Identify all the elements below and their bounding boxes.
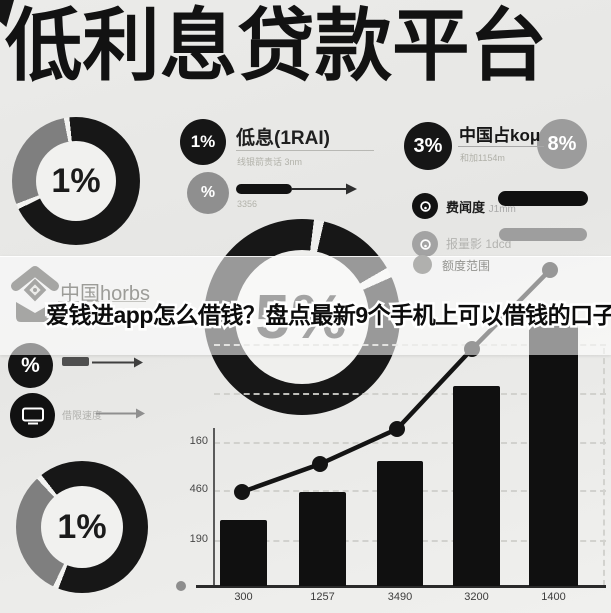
bar [377,461,423,586]
house-icon [10,264,60,322]
y-tick-label: 190 [189,533,208,545]
progress-pill [236,184,292,194]
speed-label: 借限速度 [62,411,102,422]
x-tick-label: 3200 [464,591,489,603]
divider [458,146,544,147]
home-section-label: 中国horbs [60,283,151,305]
axis-origin-dot [176,581,186,591]
x-tick-label: 3490 [387,591,413,603]
progress-pill-dark [498,191,588,206]
progress-pill-gray [499,228,587,241]
bar [220,520,267,586]
monitor-icon [10,393,55,438]
rate-sublabel: 线银箭贵话 3nm [237,157,303,167]
metric-label: 报量影 1dcd [446,237,512,251]
y-tick-label: 160 [189,435,208,447]
metric-label-light: J1mm [488,204,516,215]
x-tick-label: 1257 [310,591,335,603]
rate-badge: 1% [180,119,226,165]
clock-icon [412,193,438,219]
y-tick-label: 460 [189,483,208,495]
mini-progress-pill [62,357,89,366]
x-tick-label: 300 [234,591,253,603]
black-percent-badge: 3% [404,122,452,170]
gray-percent-badge: 8% [537,119,587,169]
arrow-right-icon [292,183,357,195]
percent-sublabel: 3356 [237,199,258,209]
gridline-vertical [603,348,605,586]
divider [58,301,146,302]
bar [529,322,578,586]
donut-chart-bottom-left: 1% [16,461,148,593]
donut-chart-top-left: 1% [12,117,140,245]
overlay-band [0,256,611,355]
rate-label: 低息(1RAI) [236,128,330,149]
right-section-title: 中国占koμ [459,126,541,145]
right-section-subtitle: 和加1154m [460,153,505,163]
x-tick-label: 1400 [541,591,566,603]
banner-headline: 爱钱进app怎么借钱？盘点最新9个手机上可以借钱的口子 [43,300,611,331]
clock-icon [412,231,438,257]
x-axis [196,585,606,588]
metric-label-strong: 费闻度 [446,200,486,215]
percent-badge: % [187,172,229,214]
arrow-right-icon [96,408,145,419]
page-title: 低利息贷款平台 [5,1,547,90]
bar [453,386,500,586]
y-axis [213,428,215,587]
arrow-right-icon [92,357,143,368]
quota-range-label: 额度范围 [442,259,491,273]
donut-top-value: 1% [51,161,101,200]
bar [299,492,346,586]
donut-bottom-value: 1% [57,507,107,546]
dot-icon [413,255,432,274]
metric-label: 费闻度 J1mm [446,197,516,216]
divider [236,150,374,151]
